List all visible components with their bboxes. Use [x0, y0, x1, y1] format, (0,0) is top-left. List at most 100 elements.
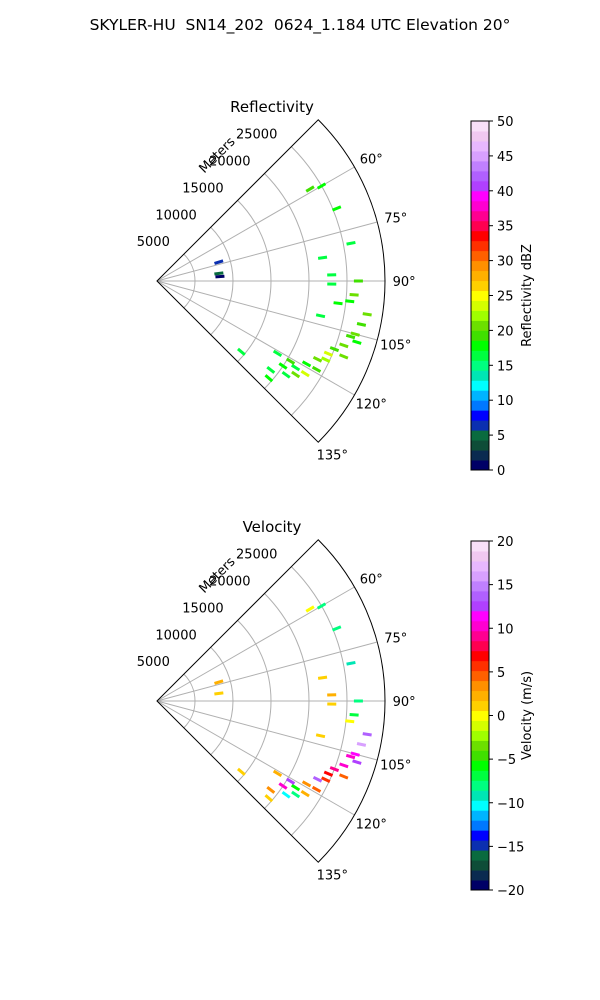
data-cell [290, 783, 301, 792]
radial-tick-label: 25000 [236, 128, 277, 143]
colorbar-tick-label: 5 [497, 666, 505, 681]
colorbar-swatch [471, 670, 489, 682]
data-cell [345, 719, 355, 724]
grid-spoke [156, 280, 378, 341]
colorbar-swatch [471, 450, 489, 461]
data-cell [316, 602, 327, 610]
colorbar-swatch [471, 150, 489, 162]
radial-tick-label: 5000 [137, 235, 170, 250]
colorbar-tick-label: 50 [497, 115, 514, 130]
colorbar-swatch [471, 620, 489, 632]
colorbar-swatch [471, 850, 489, 861]
data-cell [327, 693, 337, 697]
radial-tick-label: 15000 [182, 181, 223, 196]
colorbar-tick-label: 15 [497, 359, 514, 374]
data-cell [214, 679, 224, 685]
colorbar-swatch [471, 330, 489, 341]
colorbar-swatch [471, 750, 489, 761]
colorbar-swatch [471, 350, 489, 361]
data-cell [311, 365, 322, 373]
colorbar-swatch [471, 290, 489, 301]
data-cell [291, 790, 301, 799]
colorbar-tick-label: 20 [497, 535, 514, 550]
azimuth-tick-label: 105° [380, 758, 411, 773]
data-cell [285, 357, 296, 365]
colorbar-tick-label: 15 [497, 579, 514, 594]
radial-tick-label: 25000 [236, 548, 277, 563]
data-cell [321, 356, 331, 363]
colorbar-swatch [471, 440, 489, 451]
colorbar-swatch [471, 660, 489, 672]
colorbar-swatch [471, 121, 489, 132]
colorbar-swatch [471, 220, 489, 232]
colorbar-swatch [471, 630, 489, 642]
azimuth-tick-label: 75° [384, 632, 407, 647]
colorbar-swatch [471, 840, 489, 851]
colorbar-swatch [471, 240, 489, 252]
grid-spoke [156, 280, 355, 396]
colorbar-swatch [471, 570, 489, 582]
colorbar-tick-label: −5 [497, 753, 516, 768]
colorbar-swatch [471, 210, 489, 222]
colorbar-swatch [471, 610, 489, 622]
data-cell [362, 312, 372, 317]
colorbar-swatch [471, 760, 489, 771]
colorbar-tick-label: −10 [497, 797, 524, 812]
data-cell [266, 365, 276, 374]
azimuth-tick-label: 90° [393, 695, 416, 710]
colorbar-tick-label: 40 [497, 185, 514, 200]
data-cell [331, 205, 342, 212]
colorbar-swatch [471, 310, 489, 321]
colorbar-tick-label: 0 [497, 710, 505, 725]
colorbar-swatch [471, 700, 489, 712]
azimuth-tick-label: 90° [393, 275, 416, 290]
azimuth-tick-label: 60° [360, 572, 383, 587]
colorbar-swatch [471, 260, 489, 272]
data-cell [291, 370, 301, 379]
sector-outline [156, 539, 386, 863]
colorbar-swatch [471, 420, 489, 431]
colorbar-swatch [471, 880, 489, 891]
data-cell [349, 712, 359, 717]
grid-spoke [156, 641, 378, 702]
data-cell [327, 273, 337, 277]
data-cell [316, 182, 327, 190]
data-cell [339, 353, 349, 360]
colorbar-swatch [471, 430, 489, 441]
data-cell [300, 789, 310, 798]
data-cell [321, 776, 331, 783]
colorbar-swatch [471, 300, 489, 311]
data-cell [333, 301, 343, 306]
azimuth-tick-label: 105° [380, 338, 411, 353]
colorbar-tick-label: 30 [497, 255, 514, 270]
colorbar-tick-label: 0 [497, 464, 505, 479]
colorbar-swatch [471, 790, 489, 801]
sector-outline [156, 119, 386, 443]
colorbar-swatch [471, 580, 489, 592]
data-cell [345, 299, 355, 304]
azimuth-tick-label: 120° [356, 818, 387, 833]
azimuth-tick-label: 120° [356, 398, 387, 413]
azimuth-tick-label: 135° [317, 448, 348, 463]
colorbar-swatch [471, 600, 489, 612]
data-cell [353, 279, 363, 283]
colorbar-swatch [471, 860, 489, 871]
colorbar-swatch [471, 340, 489, 351]
radial-tick-label: 20000 [209, 575, 250, 590]
data-cell [345, 333, 356, 340]
data-cell [290, 363, 301, 372]
radial-tick-label: 5000 [137, 655, 170, 670]
data-cell [281, 370, 291, 379]
data-cell [356, 322, 367, 327]
data-cell [349, 292, 359, 297]
colorbar-swatch [471, 400, 489, 411]
azimuth-tick-label: 75° [384, 212, 407, 227]
data-cell [352, 759, 362, 765]
colorbar-label: Reflectivity dBZ [520, 244, 535, 347]
data-cell [272, 349, 283, 358]
colorbar-tick-label: 45 [497, 150, 514, 165]
colorbar-swatch [471, 140, 489, 152]
colorbar-swatch [471, 550, 489, 562]
